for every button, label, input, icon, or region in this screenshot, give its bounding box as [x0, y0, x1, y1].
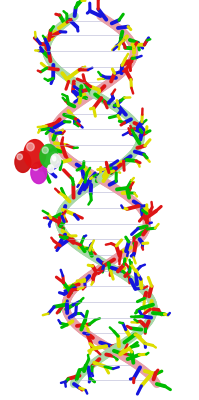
Ellipse shape — [40, 144, 58, 168]
Ellipse shape — [48, 165, 54, 173]
Ellipse shape — [15, 152, 31, 172]
Ellipse shape — [31, 162, 47, 184]
Ellipse shape — [17, 154, 22, 160]
Ellipse shape — [51, 154, 61, 168]
Ellipse shape — [53, 157, 56, 161]
Ellipse shape — [33, 164, 38, 170]
Ellipse shape — [49, 166, 51, 168]
Ellipse shape — [42, 147, 48, 154]
Ellipse shape — [52, 156, 56, 159]
Ellipse shape — [24, 140, 46, 168]
Ellipse shape — [27, 143, 34, 151]
